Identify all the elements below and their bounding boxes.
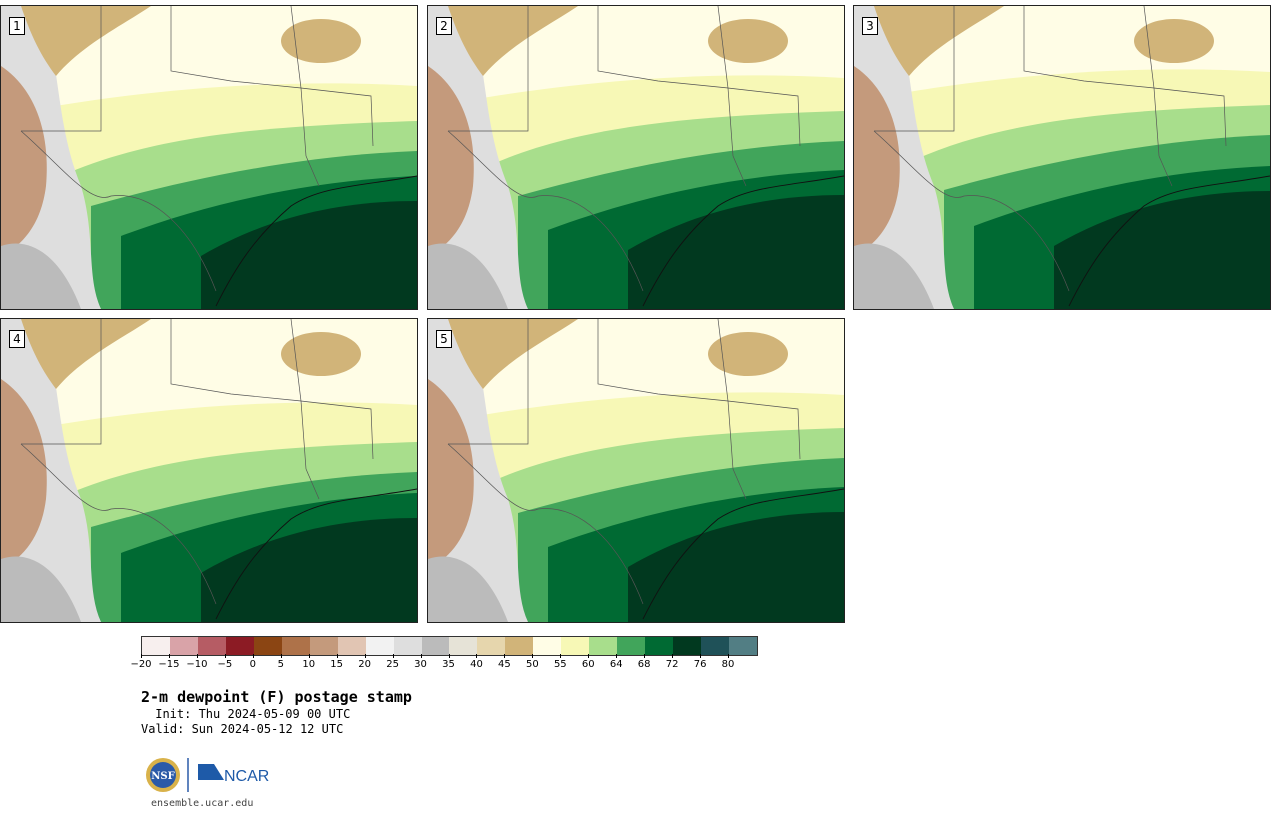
- colorbar-tick-label: 15: [330, 659, 344, 670]
- nsf-logo-text: NSF: [151, 771, 174, 782]
- nsf-ncar-logo: NSF NCAR: [146, 758, 269, 792]
- dewpoint-map-2: [428, 6, 844, 309]
- colorbar-tick-label: 50: [525, 659, 539, 670]
- colorbar-tick: [168, 654, 170, 658]
- dewpoint-map-4: [1, 319, 417, 622]
- website-url: ensemble.ucar.edu: [151, 798, 254, 809]
- colorbar-segment: [449, 637, 478, 655]
- colorbar-segment: [533, 637, 562, 655]
- colorbar-tick-label: −15: [158, 659, 180, 670]
- colorbar-segment: [589, 637, 618, 655]
- colorbar-tick: [504, 654, 506, 658]
- colorbar: [141, 636, 758, 656]
- colorbar-tick-label: −20: [130, 659, 152, 670]
- init-time: Init: Thu 2024-05-09 00 UTC: [148, 707, 351, 721]
- colorbar-segment: [421, 637, 450, 655]
- colorbar-tick: [141, 654, 142, 658]
- colorbar-tick: [532, 654, 534, 658]
- colorbar-tick-label: 60: [581, 659, 595, 670]
- ncar-logo-icon: [198, 764, 224, 780]
- map-panel-4: 4: [0, 318, 418, 623]
- colorbar-segment: [701, 637, 730, 655]
- colorbar-segment: [477, 637, 506, 655]
- colorbar-tick: [588, 654, 590, 658]
- map-panel-1: 1: [0, 5, 418, 310]
- colorbar-segment: [617, 637, 646, 655]
- colorbar-segment: [281, 637, 310, 655]
- colorbar-tick: [280, 654, 282, 658]
- colorbar-segment: [337, 637, 366, 655]
- colorbar-tick-label: 45: [498, 659, 511, 670]
- colorbar-tick-label: −5: [217, 659, 233, 670]
- colorbar-tick: [364, 654, 366, 658]
- colorbar-segment: [505, 637, 534, 655]
- colorbar-tick: [700, 654, 702, 658]
- colorbar-tick-label: 10: [302, 659, 316, 670]
- colorbar-tick: [672, 654, 674, 658]
- colorbar-segment: [309, 637, 338, 655]
- colorbar-tick-label: 0: [249, 659, 256, 670]
- colorbar-segment: [673, 637, 702, 655]
- colorbar-tick: [728, 654, 730, 658]
- colorbar-segment: [393, 637, 422, 655]
- colorbar-segment: [365, 637, 394, 655]
- colorbar-tick-label: 68: [637, 659, 651, 670]
- dewpoint-map-1: [1, 6, 417, 309]
- panel-number-label: 1: [9, 17, 25, 35]
- valid-time: Valid: Sun 2024-05-12 12 UTC: [141, 722, 344, 736]
- map-panel-3: 3: [853, 5, 1271, 310]
- colorbar-tick-label: 5: [277, 659, 284, 670]
- colorbar-segment: [169, 637, 198, 655]
- colorbar-segment: [142, 637, 170, 655]
- panel-number-label: 2: [436, 17, 452, 35]
- panel-number-label: 5: [436, 330, 452, 348]
- colorbar-tick-label: 30: [414, 659, 427, 670]
- colorbar-tick: [224, 654, 226, 658]
- dewpoint-map-3: [854, 6, 1270, 309]
- colorbar-tick: [308, 654, 310, 658]
- ncar-logo-text: NCAR: [224, 768, 269, 785]
- colorbar-segment: [561, 637, 590, 655]
- colorbar-tick: [196, 654, 198, 658]
- panel-number-label: 4: [9, 330, 25, 348]
- chart-title: 2-m dewpoint (F) postage stamp: [141, 688, 412, 706]
- map-panel-5: 5: [427, 318, 845, 623]
- colorbar-tick-label: 72: [665, 659, 679, 670]
- colorbar-tick: [560, 654, 562, 658]
- colorbar-tick: [616, 654, 618, 658]
- colorbar-segment: [253, 637, 282, 655]
- colorbar-tick: [644, 654, 646, 658]
- colorbar-segment: [645, 637, 674, 655]
- colorbar-tick-label: 76: [693, 659, 707, 670]
- colorbar-tick-label: −10: [186, 659, 208, 670]
- colorbar-tick: [392, 654, 394, 658]
- dewpoint-map-5: [428, 319, 844, 622]
- colorbar-tick: [448, 654, 450, 658]
- colorbar-segment: [729, 637, 757, 655]
- panel-number-label: 3: [862, 17, 878, 35]
- colorbar-ticks: −20 −15 −10 −5 0 5 10 15 20 25 30 35 40 45 50 55 60 64 68 7…: [130, 654, 756, 674]
- colorbar-tick-label: 35: [442, 659, 455, 670]
- colorbar-tick-label: 40: [470, 659, 483, 670]
- logos: NSF NCAR: [144, 756, 274, 794]
- colorbar-tick-label: 25: [386, 659, 399, 670]
- colorbar-tick: [252, 654, 254, 658]
- colorbar-tick: [420, 654, 422, 658]
- colorbar-tick: [336, 654, 338, 658]
- colorbar-tick: [476, 654, 478, 658]
- colorbar-tick-label: 80: [721, 659, 735, 670]
- colorbar-segment: [197, 637, 226, 655]
- colorbar-tick-label: 20: [358, 659, 371, 670]
- colorbar-tick-label: 64: [609, 659, 623, 670]
- colorbar-tick-label: 55: [553, 659, 567, 670]
- colorbar-segment: [225, 637, 254, 655]
- map-panel-2: 2: [427, 5, 845, 310]
